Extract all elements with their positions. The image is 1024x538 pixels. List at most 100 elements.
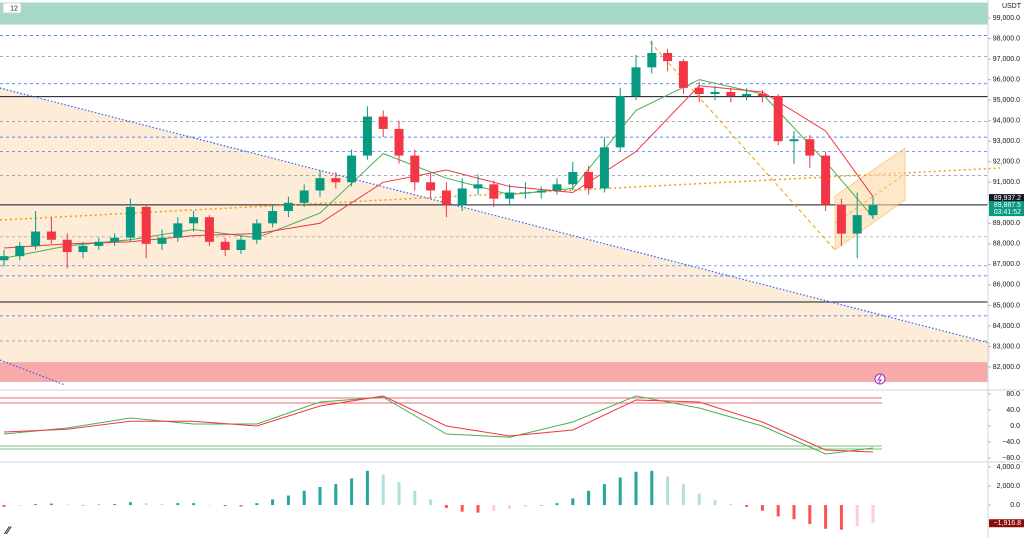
candle-body xyxy=(220,241,230,251)
macd-bar xyxy=(444,505,448,508)
price-tag xyxy=(989,201,1024,210)
candle-body xyxy=(726,91,736,97)
macd-bar xyxy=(397,482,401,506)
candle-body xyxy=(647,52,657,68)
macd-bar xyxy=(729,504,733,506)
y-tick-label: 97,000.0 xyxy=(993,56,1020,63)
candle-body xyxy=(378,116,388,129)
macd-bar xyxy=(318,486,322,506)
osc-line xyxy=(3,395,874,455)
macd-bar xyxy=(2,505,6,507)
macd-bar xyxy=(602,484,606,506)
logo: ⁄⁄ xyxy=(3,525,12,537)
macd-bar xyxy=(666,476,670,506)
macd-bar xyxy=(871,505,875,524)
candle-body xyxy=(678,61,688,88)
moving-average xyxy=(3,85,874,249)
y-tick-label: 85,000.0 xyxy=(993,302,1020,309)
candle-body xyxy=(315,178,325,191)
y-tick-label: 84,000.0 xyxy=(993,323,1020,330)
macd-bar xyxy=(192,503,196,506)
y-tick-label: 82,000.0 xyxy=(993,364,1020,371)
trendline xyxy=(0,167,1001,221)
y-tick-label: 96,000.0 xyxy=(993,76,1020,83)
candle-body xyxy=(0,256,9,261)
countdown: 03:41:52 xyxy=(994,209,1021,216)
trendline xyxy=(0,87,991,344)
y-tick-label: 2,000.0 xyxy=(997,483,1020,490)
candle-body xyxy=(204,217,214,242)
candle-body xyxy=(236,239,246,251)
macd-bar xyxy=(286,495,290,506)
macd-bar xyxy=(365,470,369,506)
y-tick-label: 94,000.0 xyxy=(993,118,1020,125)
candle-body xyxy=(631,67,641,97)
candle-body xyxy=(836,204,846,234)
price-tag-label: 89,887.5 xyxy=(994,202,1021,209)
candle-body xyxy=(299,190,309,203)
macd-bar xyxy=(492,505,496,511)
candle-body xyxy=(852,215,862,234)
candle-body xyxy=(252,223,262,240)
candle-body xyxy=(584,172,594,189)
candle-body xyxy=(473,184,483,189)
drawings xyxy=(0,41,1001,386)
macd-bar xyxy=(555,503,559,506)
macd-bar xyxy=(824,505,828,529)
candle-body xyxy=(694,87,704,95)
macd-bar xyxy=(429,499,433,506)
projection xyxy=(649,41,836,251)
macd-bar xyxy=(334,484,338,506)
macd-bar xyxy=(255,503,259,506)
candle-body xyxy=(552,184,562,191)
candle-body xyxy=(189,217,199,224)
macd-bar xyxy=(839,505,843,530)
candle-body xyxy=(110,237,120,242)
macd-bar xyxy=(745,505,749,507)
candle-body xyxy=(141,206,151,244)
macd-bar xyxy=(49,503,53,506)
y-tick-label: 0.0 xyxy=(1010,423,1020,430)
alert-icon[interactable] xyxy=(874,373,886,385)
candle-body xyxy=(173,223,183,238)
candle-body xyxy=(742,94,752,97)
interval-box[interactable] xyxy=(2,2,22,14)
candle-body xyxy=(757,94,767,97)
y-tick-label: 80.0 xyxy=(1006,391,1020,398)
trendline xyxy=(0,359,66,386)
y-tick-label: 95,000.0 xyxy=(993,97,1020,104)
macd-bar xyxy=(587,490,591,506)
candle-body xyxy=(31,231,41,246)
macd-bar xyxy=(618,477,622,506)
macd-bar xyxy=(508,505,512,509)
macd-bar xyxy=(460,505,464,512)
candle-body xyxy=(710,91,720,95)
macd-bar xyxy=(713,500,717,506)
y-tick-label: 88,000.0 xyxy=(993,241,1020,248)
macd-bar xyxy=(128,502,132,506)
macd-bar xyxy=(539,505,543,506)
candle-body xyxy=(125,206,135,238)
y-tick-label: 99,000.0 xyxy=(993,15,1020,22)
y-tick-label: −80.0 xyxy=(1002,455,1020,462)
candle-body xyxy=(331,178,341,183)
y-tick-label: 89,000.0 xyxy=(993,220,1020,227)
candle-body xyxy=(347,155,357,183)
candle-body xyxy=(505,192,515,199)
macd-bar xyxy=(207,505,211,506)
currency: USDT xyxy=(1002,3,1022,10)
candle-body xyxy=(821,155,831,205)
macd-bar xyxy=(760,505,764,511)
value-tag xyxy=(989,519,1024,528)
candle-body xyxy=(426,182,436,191)
alert-icon-bolt xyxy=(877,374,882,384)
moving-average xyxy=(3,79,874,259)
macd-bar xyxy=(792,505,796,520)
y-tick-label: 98,000.0 xyxy=(993,35,1020,42)
macd-bar xyxy=(697,493,701,506)
y-tick-label: 0.0 xyxy=(1010,502,1020,509)
macd-bar xyxy=(476,505,480,513)
candle-body xyxy=(789,139,799,142)
candle-body xyxy=(536,190,546,193)
macd-bar xyxy=(413,490,417,506)
